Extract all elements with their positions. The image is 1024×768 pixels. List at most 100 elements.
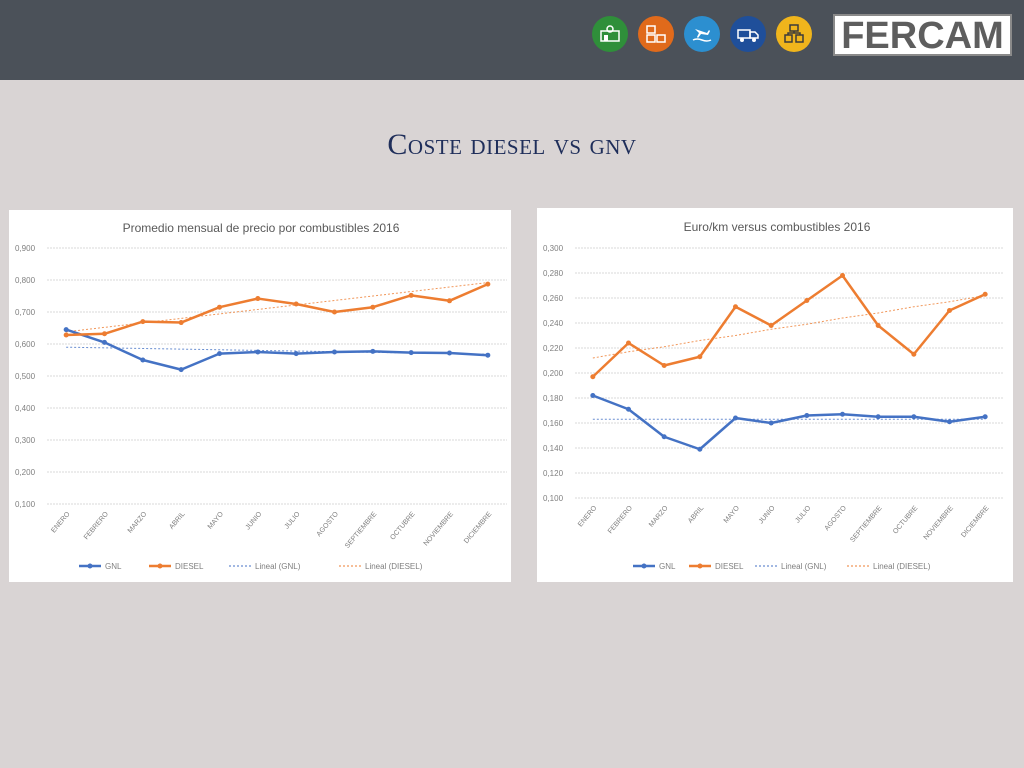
logistics-icon-glyph <box>784 24 804 43</box>
air-sea-icon-glyph <box>692 29 712 42</box>
data-point-gnl <box>293 351 299 357</box>
x-tick-label: AGOSTO <box>315 510 340 538</box>
data-point-diesel <box>804 298 810 303</box>
y-tick-label: 0,800 <box>15 276 36 285</box>
boxes-icon[interactable] <box>638 16 674 52</box>
y-tick-label: 0,260 <box>543 294 564 303</box>
data-point-diesel <box>768 323 774 328</box>
x-tick-label: ABRIL <box>687 505 705 525</box>
data-point-gnl <box>733 415 738 421</box>
chart-euro-km: Euro/km versus combustibles 2016 0,100 0,1… <box>537 208 1013 582</box>
data-point-diesel <box>661 363 667 368</box>
data-point-diesel <box>697 354 703 360</box>
x-tick-label: ENERO <box>577 504 599 528</box>
y-tick-label: 0,220 <box>543 344 564 353</box>
data-point-diesel <box>63 332 69 338</box>
legend-marker <box>697 563 703 569</box>
legend-label: Lineal (GNL) <box>255 562 301 571</box>
y-tick-label: 0,600 <box>15 340 36 349</box>
x-tick-label: AGOSTO <box>823 504 848 532</box>
data-point-diesel <box>255 296 261 302</box>
data-point-diesel <box>332 309 337 315</box>
y-tick-label: 0,300 <box>543 244 564 253</box>
data-point-gnl <box>485 352 491 358</box>
data-point-diesel <box>947 308 952 313</box>
x-tick-label: JULIO <box>794 504 812 524</box>
truck-icon[interactable] <box>730 16 766 52</box>
y-tick-label: 0,900 <box>15 244 36 253</box>
data-point-diesel <box>982 291 988 297</box>
data-point-gnl <box>626 406 631 412</box>
x-tick-label: JUNIO <box>758 504 777 525</box>
air-sea-icon[interactable] <box>684 16 720 52</box>
data-point-gnl <box>255 349 261 355</box>
y-tick-label: 0,500 <box>15 372 36 381</box>
data-point-diesel <box>485 281 491 287</box>
legend-marker <box>87 563 93 569</box>
series-line-gnl <box>65 328 488 371</box>
data-point-gnl <box>768 420 774 426</box>
data-point-gnl <box>408 350 414 356</box>
chart-price-monthly-svg: Promedio mensual de precio por combustib… <box>15 221 507 571</box>
legend-marker <box>641 563 647 569</box>
x-tick-label: MARZO <box>648 504 670 528</box>
warehouse-icon[interactable] <box>592 16 628 52</box>
data-point-gnl <box>370 348 376 354</box>
data-point-gnl <box>875 414 881 420</box>
data-point-gnl <box>840 411 845 417</box>
data-point-gnl <box>982 414 988 420</box>
legend-label: DIESEL <box>715 562 744 571</box>
data-point-gnl <box>947 419 952 425</box>
x-tick-label: OCTUBRE <box>389 511 417 542</box>
x-tick-label: DICIEMBRE <box>960 505 991 540</box>
x-tick-label: MAYO <box>723 504 742 524</box>
legend-label: GNL <box>659 562 676 571</box>
y-tick-label: 0,400 <box>15 404 36 413</box>
legend-label: Lineal (DIESEL) <box>873 562 931 571</box>
x-tick-label: FEBRERO <box>83 510 110 541</box>
y-tick-label: 0,200 <box>15 468 36 477</box>
data-point-diesel <box>370 304 376 310</box>
x-tick-label: JUNIO <box>245 510 264 531</box>
trendline-diesel <box>592 295 986 359</box>
legend-label: Lineal (DIESEL) <box>365 562 423 571</box>
x-tick-label: ABRIL <box>168 511 186 531</box>
legend-marker <box>157 563 163 569</box>
company-logo: FERCAM <box>833 14 1012 56</box>
x-tick-label: MAYO <box>207 510 226 530</box>
y-tick-label: 0,280 <box>543 269 564 278</box>
x-tick-label: ENERO <box>50 510 72 534</box>
data-point-diesel <box>293 301 299 307</box>
series-line-gnl <box>592 394 986 451</box>
chart-title: Promedio mensual de precio por combustib… <box>123 221 400 235</box>
data-point-diesel <box>626 340 631 346</box>
chart-euro-km-svg: Euro/km versus combustibles 2016 0,100 0,1… <box>543 220 1003 571</box>
y-tick-label: 0,700 <box>15 308 36 317</box>
y-tick-label: 0,300 <box>15 436 36 445</box>
x-tick-label: NOVIEMBRE <box>923 505 956 542</box>
header-bar: FERCAM <box>0 0 1024 80</box>
logistics-icon[interactable] <box>776 16 812 52</box>
data-point-gnl <box>178 367 184 373</box>
data-point-gnl <box>63 327 69 333</box>
data-point-diesel <box>590 374 596 380</box>
y-tick-label: 0,160 <box>543 419 564 428</box>
data-point-gnl <box>590 393 596 398</box>
data-point-gnl <box>140 357 146 363</box>
series-line-diesel <box>591 274 986 378</box>
x-tick-label: FEBRERO <box>607 504 634 535</box>
trendline-diesel <box>66 282 488 333</box>
data-point-diesel <box>178 320 184 326</box>
data-point-gnl <box>804 413 810 418</box>
data-point-gnl <box>447 350 452 356</box>
x-tick-label: SEPTIEMBRE <box>344 511 379 550</box>
y-tick-label: 0,140 <box>543 444 564 453</box>
data-point-gnl <box>661 434 667 440</box>
y-tick-label: 0,100 <box>543 494 564 503</box>
chart-price-monthly: Promedio mensual de precio por combustib… <box>9 210 511 582</box>
chart-title: Euro/km versus combustibles 2016 <box>684 220 871 234</box>
legend-label: GNL <box>105 562 122 571</box>
x-tick-label: DICIEMBRE <box>463 511 494 546</box>
y-tick-label: 0,240 <box>543 319 564 328</box>
y-tick-label: 0,200 <box>543 369 564 378</box>
